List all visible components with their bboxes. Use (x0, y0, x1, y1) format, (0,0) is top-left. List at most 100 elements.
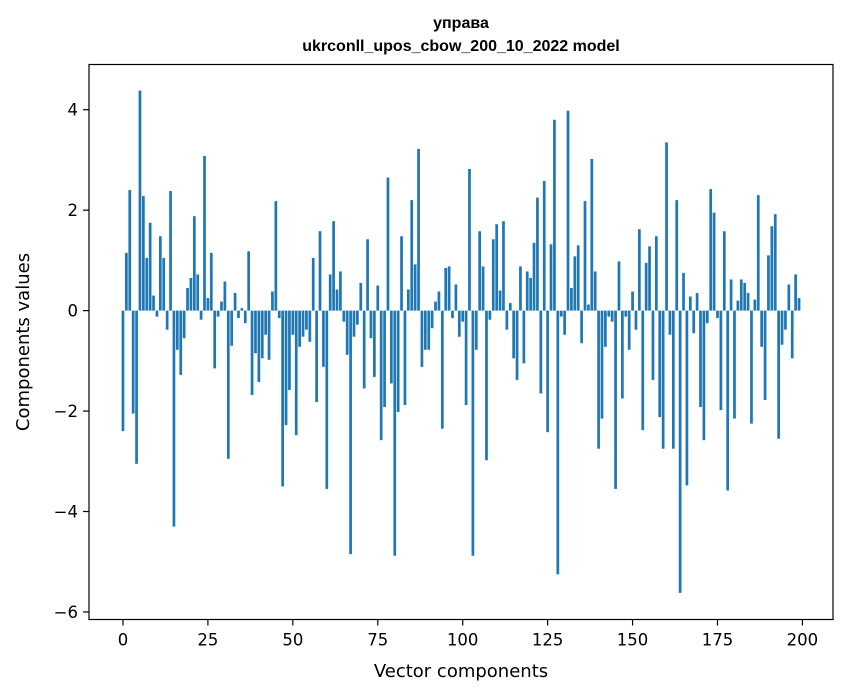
bar (277, 310, 281, 319)
bar (542, 181, 546, 311)
bar (631, 291, 634, 311)
bar (162, 257, 166, 311)
bar (661, 310, 665, 449)
bar (668, 310, 672, 335)
bar (243, 310, 247, 324)
bar (328, 274, 332, 311)
bar (566, 110, 570, 311)
bar (522, 310, 526, 364)
bar (682, 272, 685, 311)
bar (451, 310, 454, 319)
bar (423, 310, 427, 350)
bar (396, 310, 400, 413)
bar (186, 288, 189, 311)
bar (264, 310, 268, 335)
bar-series (121, 90, 801, 593)
bar (237, 310, 240, 319)
bar (240, 308, 244, 311)
bar (644, 262, 648, 311)
bar (291, 310, 295, 335)
bar (125, 252, 128, 311)
bar (257, 310, 261, 382)
x-axis-ticks: 0 25 50 75 100 125 150 175 200 (118, 619, 819, 650)
bar (437, 291, 441, 311)
bar (648, 246, 651, 311)
bar (128, 190, 132, 311)
bar (750, 310, 753, 424)
bar (549, 244, 553, 311)
bar (213, 310, 217, 369)
bar (260, 310, 264, 359)
bar (471, 310, 475, 556)
bar (318, 231, 322, 311)
bar (454, 284, 458, 311)
bar (573, 256, 577, 311)
x-tick-label: 0 (118, 631, 129, 650)
bar (505, 310, 509, 330)
bar (135, 310, 138, 464)
x-tick-label: 200 (787, 631, 819, 650)
bar (600, 310, 604, 419)
bar (362, 310, 366, 389)
x-tick-label: 100 (447, 631, 479, 650)
bar (220, 301, 223, 311)
x-tick-label: 75 (367, 631, 388, 650)
bar (529, 277, 532, 311)
bar (172, 310, 176, 527)
bar (373, 310, 376, 377)
bar (145, 257, 149, 311)
bar (206, 298, 210, 311)
bar (223, 281, 227, 311)
bar (393, 310, 397, 556)
bar (301, 310, 305, 337)
bar (464, 310, 468, 406)
bar (379, 310, 383, 441)
bar (576, 245, 580, 311)
bar (189, 277, 193, 311)
bar (359, 282, 363, 311)
bar (230, 310, 234, 346)
bar (339, 271, 342, 311)
bar (546, 310, 549, 433)
bar (342, 310, 346, 322)
bar (580, 310, 583, 344)
bar (131, 310, 135, 414)
x-axis-label: Vector components (374, 661, 548, 682)
bar (254, 310, 257, 354)
bar (383, 310, 386, 408)
bar (420, 310, 424, 367)
bar (267, 310, 271, 360)
bar (583, 201, 587, 311)
bar (556, 310, 560, 575)
bar (705, 310, 709, 324)
bar (671, 310, 675, 449)
bar (512, 310, 516, 359)
bar (665, 142, 668, 311)
bar (226, 310, 230, 459)
bar (515, 310, 519, 380)
bar (427, 310, 431, 350)
bar (417, 148, 420, 311)
bar (763, 310, 767, 401)
x-tick-label: 25 (197, 631, 218, 650)
bar (525, 271, 529, 311)
bar (739, 279, 743, 311)
bar (498, 290, 502, 311)
bar (298, 310, 301, 347)
bar (587, 304, 590, 311)
bar (182, 310, 186, 339)
bar (294, 310, 298, 436)
x-tick-label: 125 (532, 631, 564, 650)
bar (369, 310, 373, 339)
bar (692, 310, 696, 334)
bar (770, 226, 774, 311)
bar (784, 310, 787, 330)
bar (322, 310, 325, 367)
bar (610, 310, 614, 322)
bar (247, 251, 251, 311)
bar (756, 195, 760, 311)
bar (495, 224, 499, 311)
bar (169, 191, 172, 311)
bar (787, 284, 791, 311)
